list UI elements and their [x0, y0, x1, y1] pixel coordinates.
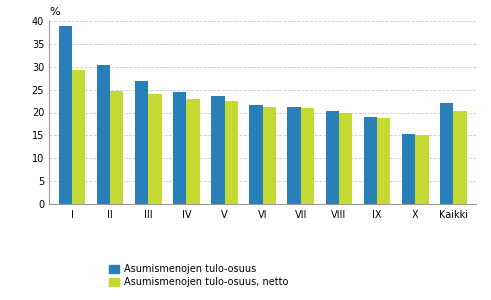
Bar — [301, 108, 314, 204]
Bar — [339, 112, 353, 204]
Bar — [440, 103, 453, 204]
Bar — [326, 111, 339, 204]
Bar — [110, 92, 123, 204]
Bar — [211, 96, 224, 204]
Bar — [415, 135, 429, 204]
Bar — [364, 117, 377, 204]
Bar — [224, 100, 238, 204]
Bar — [402, 134, 415, 204]
Bar — [58, 26, 72, 204]
Bar — [287, 107, 301, 204]
Bar — [173, 92, 187, 204]
Bar — [97, 65, 110, 204]
Legend: Asumismenojen tulo-osuus, Asumismenojen tulo-osuus, netto: Asumismenojen tulo-osuus, Asumismenojen … — [105, 260, 292, 291]
Bar — [72, 70, 85, 204]
Bar — [263, 107, 276, 204]
Bar — [249, 105, 263, 204]
Bar — [148, 94, 162, 204]
Text: %: % — [49, 7, 60, 17]
Bar — [377, 118, 390, 204]
Bar — [135, 81, 148, 204]
Bar — [187, 99, 200, 204]
Bar — [453, 111, 467, 204]
